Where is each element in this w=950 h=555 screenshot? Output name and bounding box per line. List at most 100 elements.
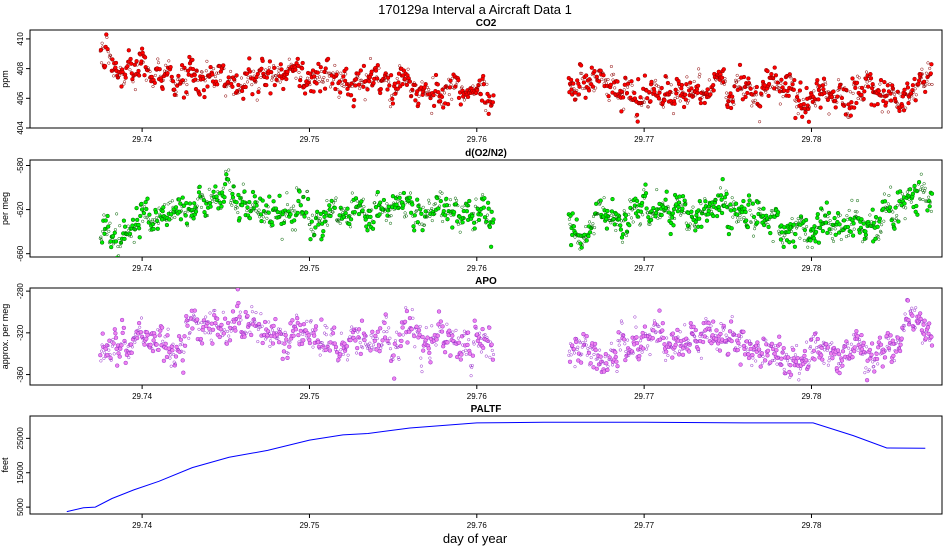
apo-point [657,337,663,342]
o2n2-point [684,201,688,205]
co2-point [856,96,860,100]
co2-point [866,84,871,89]
apo-point [578,360,584,365]
o2n2-point [464,209,470,214]
co2-point [107,61,111,65]
co2-point [293,67,298,72]
o2n2-point [886,202,890,206]
co2-point [317,80,321,84]
co2-point [433,72,439,78]
apo-point [420,334,425,340]
co2-point [773,73,779,78]
o2n2-point [634,198,640,204]
o2n2-point [447,203,451,207]
apo-point [584,334,589,339]
o2n2-point [722,195,728,200]
apo-xtick-label: 29.74 [132,392,153,401]
co2-point [420,80,424,84]
o2n2-point [157,206,161,210]
co2-point [322,75,326,79]
co2-point [109,54,113,58]
co2-point [156,57,160,61]
co2-point [284,76,289,82]
o2n2-point [384,218,388,223]
apo-point [721,323,726,329]
o2n2-point [266,205,270,209]
co2-point [586,88,592,93]
apo-point [622,337,627,342]
o2n2-point [164,222,170,228]
co2-point [624,90,630,96]
apo-point [876,362,880,366]
o2n2-point [237,216,242,221]
apo-point [123,360,128,366]
apo-point [686,338,690,342]
o2n2-point [805,225,809,229]
apo-point [210,341,215,346]
o2n2-point [711,213,716,219]
o2n2-xtick-label: 29.75 [299,264,320,273]
apo-point [119,343,124,348]
apo-point [362,337,367,343]
apo-point [465,342,470,348]
o2n2-point [214,194,219,199]
co2-point [891,87,895,91]
o2n2-point [387,214,391,218]
o2n2-point [783,233,787,237]
apo-point [751,356,755,360]
co2-point [788,74,792,79]
co2-point [695,90,700,96]
apo-point [927,321,932,326]
co2-point [363,98,367,102]
co2-point [105,46,110,52]
o2n2-point [661,201,665,205]
o2n2-point [261,215,265,219]
apo-point [117,354,122,359]
apo-point [464,348,468,352]
o2n2-point [779,230,785,235]
apo-point [120,330,125,336]
co2-point [229,69,233,73]
co2-point [705,87,710,92]
apo-point [338,352,343,357]
o2n2-point [808,238,813,243]
apo-point [573,365,577,369]
o2n2-point [880,223,884,227]
o2n2-point [739,217,743,221]
co2-point [134,59,139,64]
o2n2-point [691,205,695,209]
o2n2-point [925,208,930,213]
o2n2-point [724,191,729,197]
o2n2-point [730,196,734,200]
o2n2-point [719,210,725,216]
o2n2-point [177,209,182,214]
co2-point [222,67,226,71]
apo-point [227,338,233,343]
o2n2-point [887,208,892,214]
co2-point [913,98,918,103]
o2n2-point [718,186,723,190]
co2-point [765,68,770,74]
apo-point [780,363,784,367]
co2-point [596,79,602,84]
o2n2-point [918,197,922,201]
o2n2-point [187,201,193,206]
co2-point [323,66,328,71]
o2n2-point [245,209,249,213]
apo-point [709,324,713,328]
apo-point [184,314,189,319]
apo-point [664,349,669,354]
o2n2-point [298,203,303,208]
apo-point [253,319,257,324]
o2n2-point [749,220,753,225]
o2n2-point [365,228,370,233]
o2n2-point [839,237,843,242]
apo-point [479,350,483,354]
co2-point [912,76,917,82]
o2n2-point [678,203,682,207]
co2-point [845,111,850,115]
co2-point [325,56,331,62]
apo-point [478,331,482,335]
co2-point [194,68,199,73]
